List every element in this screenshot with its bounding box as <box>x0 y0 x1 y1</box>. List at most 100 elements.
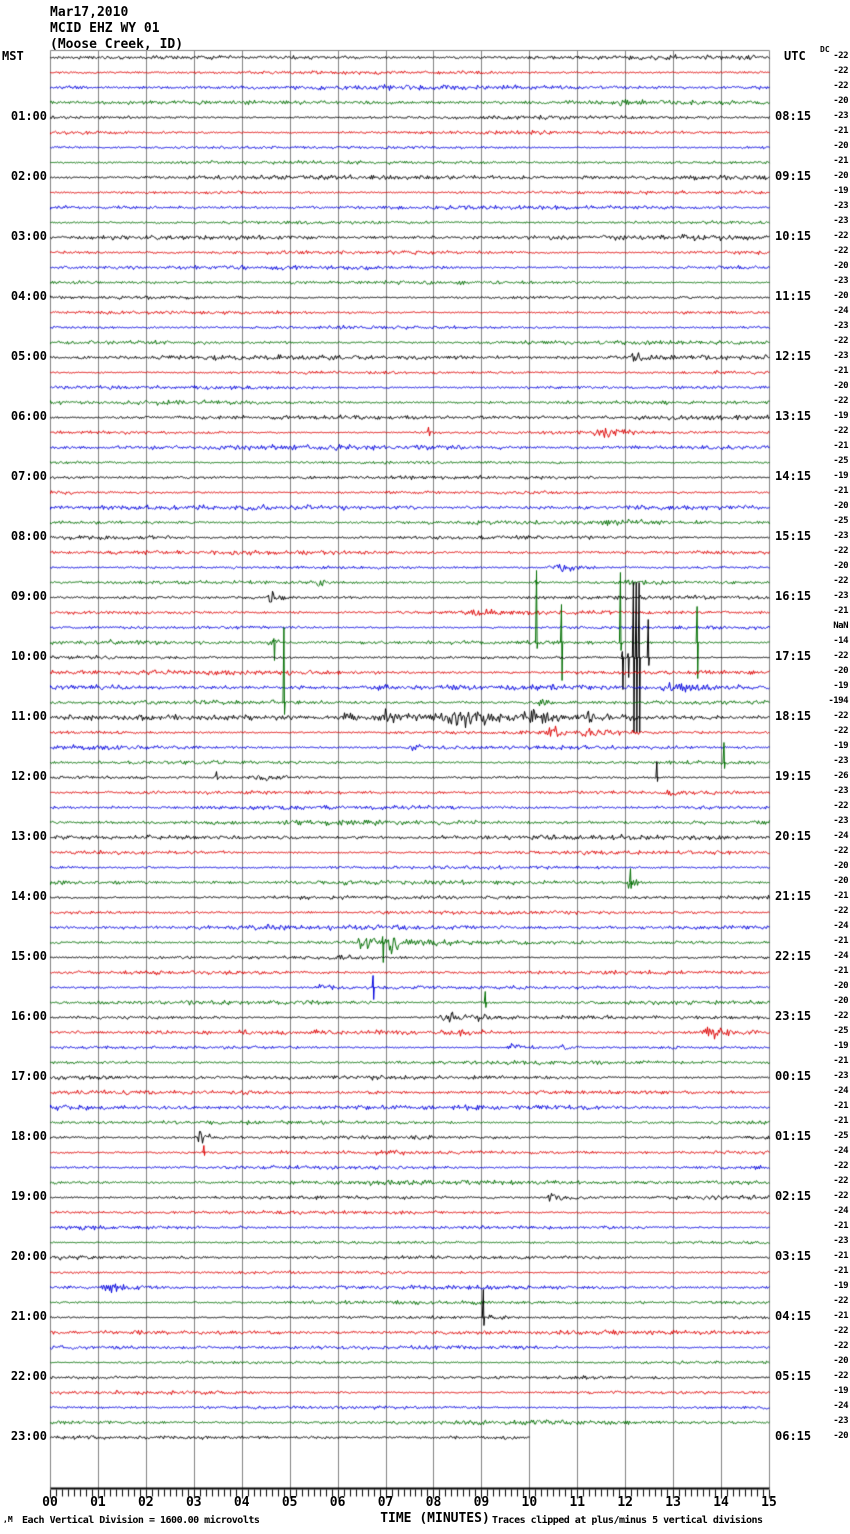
x-axis-tick-label: 11 <box>569 1495 586 1510</box>
dc-offset-value: -21 <box>833 441 848 451</box>
page-title-date: Mar17,2010 <box>50 5 129 20</box>
dc-offset-value: -19 <box>833 1386 848 1396</box>
dc-offset-value: -20 <box>833 96 848 106</box>
dc-offset-value: NaN <box>833 621 848 631</box>
dc-offset-value: -20 <box>833 876 848 886</box>
dc-offset-value: -20 <box>833 666 848 676</box>
x-axis-tick-label: 14 <box>713 1495 729 1510</box>
dc-offset-value: -25 <box>833 516 848 526</box>
dc-offset-value: -24 <box>833 921 848 931</box>
dc-offset-value: -21 <box>833 366 848 376</box>
utc-time-label: 06:15 <box>775 1429 812 1443</box>
utc-time-label: 15:15 <box>775 529 812 543</box>
mst-time-label: 12:00 <box>10 769 47 783</box>
mst-time-label: 18:00 <box>10 1129 47 1143</box>
dc-offset-value: -23 <box>833 591 848 601</box>
dc-offset-value: -22 <box>833 801 848 811</box>
dc-offset-value: -20 <box>833 171 848 181</box>
dc-offset-value: -22 <box>833 1326 848 1336</box>
mst-time-label: 10:00 <box>10 649 47 663</box>
mst-time-label: 02:00 <box>10 169 47 183</box>
mst-time-label: 13:00 <box>10 829 47 843</box>
dc-offset-value: -23 <box>833 351 848 361</box>
mst-time-label: 19:00 <box>10 1189 47 1203</box>
dc-offset-value: -21 <box>833 1221 848 1231</box>
x-axis-tick-label: 06 <box>329 1495 346 1510</box>
dc-offset-value: -19 <box>833 741 848 751</box>
mst-time-label: 09:00 <box>10 589 47 603</box>
dc-offset-value: -20 <box>833 981 848 991</box>
dc-offset-value: -20 <box>833 291 848 301</box>
x-axis-tick-label: 15 <box>761 1495 777 1510</box>
dc-offset-value: -25 <box>833 1131 848 1141</box>
utc-time-label: 19:15 <box>775 769 812 783</box>
dc-offset-value: -24 <box>833 1086 848 1096</box>
dc-offset-value: -22 <box>833 651 848 661</box>
dc-offset-value: -23 <box>833 816 848 826</box>
dc-offset-value: -20 <box>833 996 848 1006</box>
dc-offset-value: -24 <box>833 1146 848 1156</box>
utc-time-label: 23:15 <box>775 1009 812 1023</box>
dc-offset-value: -20 <box>833 1431 848 1441</box>
utc-time-label: 20:15 <box>775 829 812 843</box>
utc-time-label: 13:15 <box>775 409 812 423</box>
dc-offset-value: -19 <box>833 411 848 421</box>
dc-offset-value: -19 <box>833 1281 848 1291</box>
dc-offset-value: -22 <box>833 426 848 436</box>
mst-time-label: 03:00 <box>10 229 47 243</box>
dc-offset-value: -24 <box>833 831 848 841</box>
utc-time-label: 12:15 <box>775 349 812 363</box>
dc-offset-value: -25 <box>833 456 848 466</box>
utc-time-label: 09:15 <box>775 169 812 183</box>
utc-time-label: 10:15 <box>775 229 812 243</box>
dc-offset-value: -20 <box>833 501 848 511</box>
dc-offset-value: -21 <box>833 1101 848 1111</box>
dc-offset-value: -22 <box>833 81 848 91</box>
x-axis-tick-label: 02 <box>138 1495 154 1510</box>
mst-time-label: 01:00 <box>10 109 47 123</box>
dc-offset-value: -22 <box>833 231 848 241</box>
dc-offset-value: -21 <box>833 1311 848 1321</box>
mst-time-label: 06:00 <box>10 409 47 423</box>
dc-offset-value: -22 <box>833 1011 848 1021</box>
dc-offset-value: -21 <box>833 156 848 166</box>
corner-mark: ,M <box>3 1515 13 1524</box>
mst-time-label: 05:00 <box>10 349 47 363</box>
utc-time-label: 04:15 <box>775 1309 812 1323</box>
dc-offset-value: -22 <box>833 726 848 736</box>
dc-offset-value: -21 <box>833 1116 848 1126</box>
dc-offset-value: -23 <box>833 201 848 211</box>
dc-offset-value: -21 <box>833 1266 848 1276</box>
dc-offset-value: -24 <box>833 306 848 316</box>
dc-offset-value: -22 <box>833 1341 848 1351</box>
dc-offset-value: -21 <box>833 606 848 616</box>
dc-offset-value: -21 <box>833 1056 848 1066</box>
dc-offset-value: -22 <box>833 1161 848 1171</box>
dc-offset-value: -19 <box>833 1041 848 1051</box>
x-axis-tick-label: 09 <box>473 1495 490 1510</box>
utc-time-label: 05:15 <box>775 1369 812 1383</box>
x-axis-tick-label: 10 <box>521 1495 538 1510</box>
dc-offset-value: -19 <box>833 471 848 481</box>
x-axis-tick-label: 12 <box>617 1495 634 1510</box>
dc-offset-value: -20 <box>833 861 848 871</box>
dc-offset-value: -22 <box>833 906 848 916</box>
utc-time-label: 02:15 <box>775 1189 812 1203</box>
dc-offset-value: -20 <box>833 561 848 571</box>
dc-offset-value: -22 <box>833 51 848 61</box>
x-axis-tick-label: 07 <box>377 1495 394 1510</box>
utc-time-label: 03:15 <box>775 1249 812 1263</box>
dc-offset-value: -22 <box>833 711 848 721</box>
utc-time-label: 14:15 <box>775 469 812 483</box>
dc-offset-value: -194 <box>828 696 848 706</box>
dc-offset-value: -22 <box>833 1191 848 1201</box>
dc-offset-value: -22 <box>833 246 848 256</box>
mst-time-label: 23:00 <box>10 1429 47 1443</box>
dc-offset-value: -26 <box>833 771 848 781</box>
x-axis-tick-label: 13 <box>665 1495 681 1510</box>
mst-time-label: 21:00 <box>10 1309 47 1323</box>
vertical-division-note: Each Vertical Division = 1600.00 microvo… <box>22 1515 260 1526</box>
dc-offset-value: -22 <box>833 1371 848 1381</box>
mst-time-label: 07:00 <box>10 469 47 483</box>
